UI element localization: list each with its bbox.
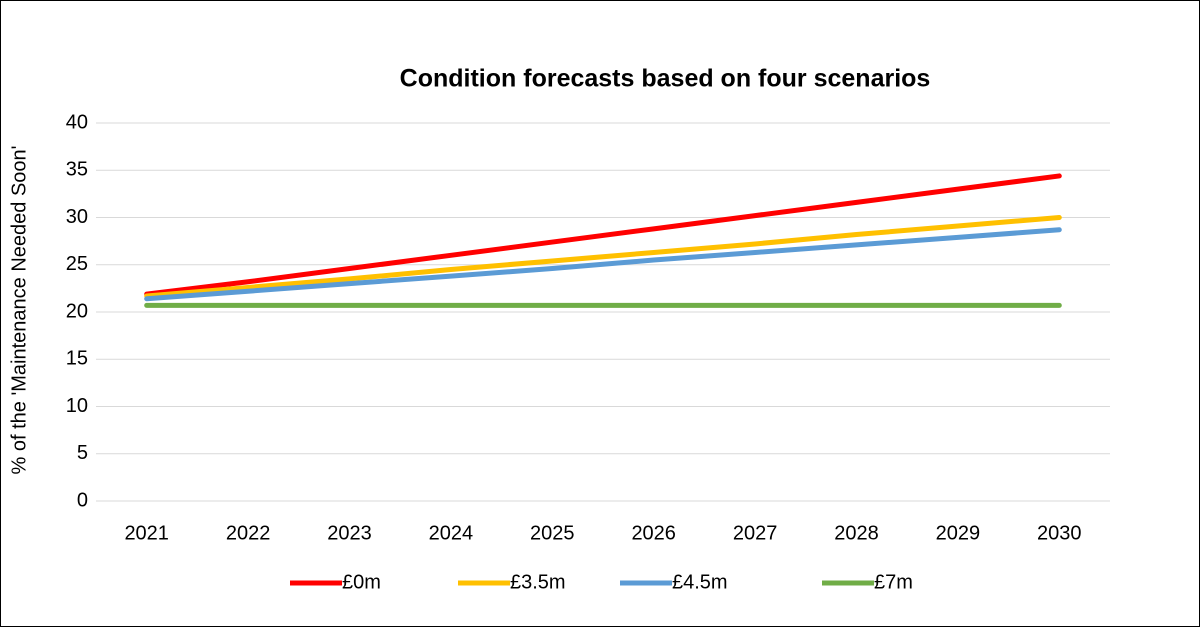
series-line — [144, 215, 1062, 299]
x-tick-label: 2022 — [226, 522, 271, 544]
y-tick-label: 40 — [66, 111, 88, 133]
x-tick-label: 2027 — [733, 522, 778, 544]
legend-label: £0m — [342, 571, 381, 593]
y-tick-label: 20 — [66, 300, 88, 322]
legend-label: £7m — [874, 571, 913, 593]
y-tick-label: 5 — [77, 442, 88, 464]
y-axis-label: % of the 'Maintenance Needed Soon' — [8, 146, 30, 475]
x-tick-label: 2029 — [936, 522, 981, 544]
y-tick-label: 0 — [77, 489, 88, 511]
y-tick-label: 25 — [66, 253, 88, 275]
y-tick-label: 30 — [66, 206, 88, 228]
series-line — [144, 173, 1062, 297]
y-tick-label: 35 — [66, 159, 88, 181]
x-tick-label: 2030 — [1037, 522, 1082, 544]
y-tick-label: 15 — [66, 348, 88, 370]
series-line — [144, 227, 1062, 302]
x-tick-label: 2021 — [124, 522, 169, 544]
x-tick-label: 2023 — [327, 522, 372, 544]
x-tick-label: 2025 — [530, 522, 575, 544]
x-tick-label: 2026 — [631, 522, 676, 544]
chart-title: Condition forecasts based on four scenar… — [400, 65, 931, 93]
x-tick-label: 2028 — [834, 522, 879, 544]
legend-label: £4.5m — [672, 571, 728, 593]
legend-label: £3.5m — [510, 571, 566, 593]
x-tick-label: 2024 — [429, 522, 474, 544]
y-tick-label: 10 — [66, 395, 88, 417]
